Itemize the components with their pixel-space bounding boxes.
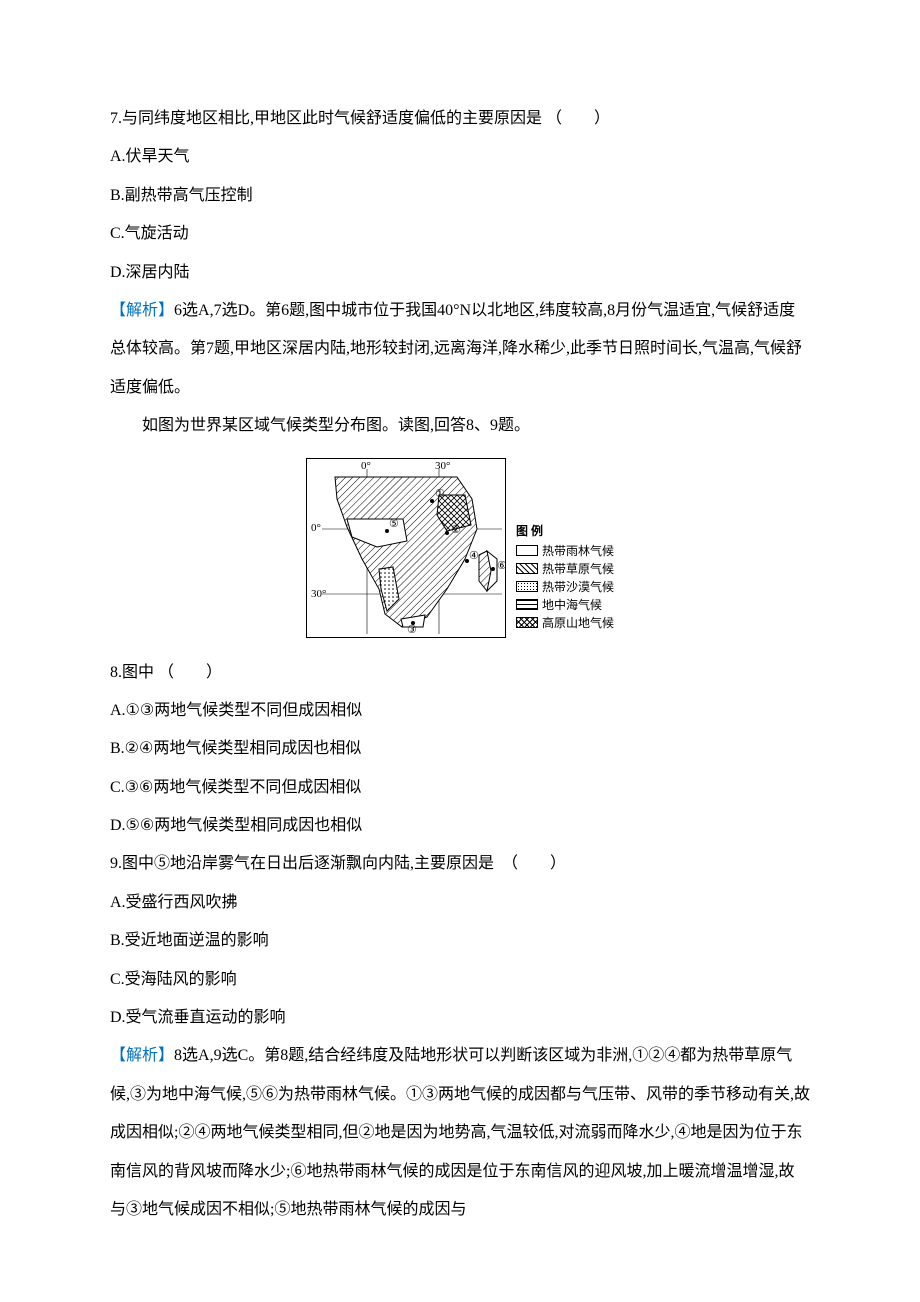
pt-4: ④ <box>469 551 479 562</box>
map-svg <box>307 459 507 639</box>
intro-8-9: 如图为世界某区域气候类型分布图。读图,回答8、9题。 <box>110 407 810 445</box>
legend-item: 高原山地气候 <box>516 614 614 632</box>
legend-item: 热带雨林气候 <box>516 542 614 560</box>
figure: 0° 30° 0° 30° <box>306 458 614 638</box>
swatch-icon <box>516 581 538 592</box>
figure-container: 0° 30° 0° 30° <box>110 458 810 638</box>
q8-option-b: B.②④两地气候类型相同成因也相似 <box>110 730 810 768</box>
legend-label: 热带沙漠气候 <box>542 578 614 596</box>
q7-stem: 7.与同纬度地区相比,甲地区此时气候舒适度偏低的主要原因是 （ ） <box>110 100 810 138</box>
pt-1: ① <box>435 489 445 500</box>
q9-option-c: C.受海陆风的影响 <box>110 961 810 999</box>
analysis-text: 8选A,9选C。第8题,结合经纬度及陆地形状可以判断该区域为非洲,①②④都为热带… <box>110 1047 810 1218</box>
legend-item: 热带草原气候 <box>516 560 614 578</box>
pt-3: ③ <box>407 625 417 636</box>
swatch-icon <box>516 617 538 628</box>
q7-option-d: D.深居内陆 <box>110 254 810 292</box>
q7-option-c: C.气旋活动 <box>110 215 810 253</box>
q7-option-b: B.副热带高气压控制 <box>110 177 810 215</box>
legend-label: 地中海气候 <box>542 596 602 614</box>
q9-stem: 9.图中⑤地沿岸雾气在日出后逐渐飘向内陆,主要原因是 （ ） <box>110 845 810 883</box>
pt-6: ⑥ <box>497 561 507 572</box>
legend-title: 图 例 <box>516 522 614 540</box>
q8-option-a: A.①③两地气候类型不同但成因相似 <box>110 692 810 730</box>
legend-label: 热带草原气候 <box>542 560 614 578</box>
pt-2: ② <box>451 525 461 536</box>
q9-option-a: A.受盛行西风吹拂 <box>110 884 810 922</box>
legend-label: 高原山地气候 <box>542 614 614 632</box>
legend-item: 热带沙漠气候 <box>516 578 614 596</box>
q7-option-a: A.伏旱天气 <box>110 138 810 176</box>
q8-stem: 8.图中 （ ） <box>110 654 810 692</box>
q8-option-c: C.③⑥两地气候类型不同但成因相似 <box>110 769 810 807</box>
legend-label: 热带雨林气候 <box>542 542 614 560</box>
climate-map: 0° 30° 0° 30° <box>306 458 506 638</box>
analysis-label: 【解析】 <box>110 302 174 319</box>
analysis-text: 6选A,7选D。第6题,图中城市位于我国40°N以北地区,纬度较高,8月份气温适… <box>110 302 802 396</box>
legend-item: 地中海气候 <box>516 596 614 614</box>
analysis-8-9: 【解析】8选A,9选C。第8题,结合经纬度及陆地形状可以判断该区域为非洲,①②④… <box>110 1037 810 1229</box>
pt-5: ⑤ <box>389 519 399 530</box>
analysis-label: 【解析】 <box>110 1047 174 1064</box>
swatch-icon <box>516 545 538 556</box>
q9-option-b: B.受近地面逆温的影响 <box>110 922 810 960</box>
legend: 图 例 热带雨林气候 热带草原气候 热带沙漠气候 地中海气候 高原山地气候 <box>516 522 614 632</box>
q9-option-d: D.受气流垂直运动的影响 <box>110 999 810 1037</box>
swatch-icon <box>516 563 538 574</box>
q8-option-d: D.⑤⑥两地气候类型相同成因也相似 <box>110 807 810 845</box>
swatch-icon <box>516 599 538 610</box>
analysis-6-7: 【解析】6选A,7选D。第6题,图中城市位于我国40°N以北地区,纬度较高,8月… <box>110 292 810 407</box>
